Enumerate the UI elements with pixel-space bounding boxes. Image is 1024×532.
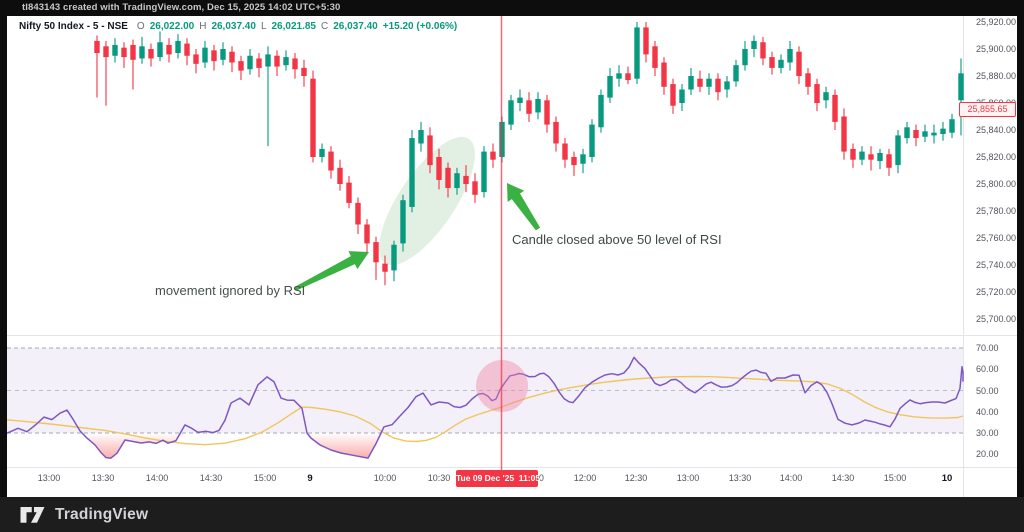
time-tick: 14:30 [831, 473, 855, 483]
price-tick: 25,900.00 [976, 44, 1017, 54]
time-tick: 14:00 [779, 473, 803, 483]
rsi-tick: 60.00 [976, 364, 999, 375]
close-value: 26,037.40 [333, 21, 378, 32]
symbol-legend: Nifty 50 Index - 5 - NSE O 26,022.00 H 2… [19, 21, 457, 32]
low-value: 26,021.85 [271, 21, 317, 32]
high-label: H [199, 21, 207, 32]
rsi-line [7, 356, 964, 459]
open-value: 26,022.00 [149, 21, 195, 32]
price-tick: 25,740.00 [976, 260, 1017, 270]
time-tick: 14:30 [199, 473, 223, 483]
price-tick: 25,840.00 [976, 125, 1017, 135]
close-label: C [321, 21, 329, 32]
rsi-tick: 50.00 [976, 385, 999, 396]
last-price-label: 25,855.65 [959, 102, 1016, 117]
low-label: L [260, 21, 267, 32]
time-tick: 13:00 [37, 473, 61, 483]
tradingview-logo-icon[interactable] [19, 504, 46, 525]
price-tick: 25,720.00 [976, 287, 1017, 297]
change-value: +15.20 (+0.06%) [382, 21, 458, 32]
price-tick: 25,820.00 [976, 152, 1017, 162]
price-tick: 25,920.00 [976, 17, 1017, 27]
price-tick: 25,780.00 [976, 206, 1017, 216]
price-tick: 25,800.00 [976, 179, 1017, 189]
rally-highlight-ellipse[interactable] [362, 123, 492, 279]
rsi-tick: 70.00 [976, 343, 999, 353]
time-tick: 10 [941, 473, 953, 484]
chart-panel: Nifty 50 Index - 5 - NSE O 26,022.00 H 2… [7, 16, 1017, 497]
annotation-candle-closed: Candle closed above 50 level of RSI [512, 232, 722, 247]
time-tick: 13:30 [91, 473, 115, 483]
symbol-title: Nifty 50 Index - 5 - NSE [19, 21, 128, 32]
rsi-oversold-fill [7, 433, 963, 459]
time-tick: 15:00 [253, 473, 277, 483]
footer-bar: TradingView [0, 497, 1024, 532]
time-tick: 15:00 [883, 473, 907, 483]
time-tick: 13:00 [676, 473, 700, 483]
brand-name: TradingView [55, 505, 149, 523]
price-tick: 25,880.00 [976, 71, 1017, 81]
price-axis[interactable]: 25,920.0025,900.0025,880.0025,860.0025,8… [963, 16, 1017, 497]
time-tick: 13:30 [728, 473, 752, 483]
arrow-up-right-icon[interactable] [294, 251, 369, 291]
time-tick: 12:00 [573, 473, 597, 483]
time-tick: 10:30 [427, 473, 451, 483]
price-tick: 25,700.00 [976, 314, 1017, 324]
high-value: 26,037.40 [211, 21, 256, 32]
rsi-tick: 30.00 [976, 428, 999, 438]
open-label: O [136, 21, 145, 32]
annotation-movement-ignored: movement ignored by RSI [155, 283, 306, 298]
crosshair-time-label: Tue 09 Dec '25 11:05 [456, 470, 540, 487]
attribution-text: tl843143 created with TradingView.com, D… [22, 2, 341, 13]
arrow-up-left-icon[interactable] [507, 183, 541, 231]
price-tick: 25,760.00 [976, 233, 1017, 243]
time-tick: 12:30 [624, 473, 648, 483]
time-tick: 10:00 [373, 473, 397, 483]
time-tick: 14:00 [145, 473, 169, 483]
rsi-tick: 40.00 [976, 406, 999, 417]
rsi-tick: 20.00 [976, 449, 999, 460]
chart-canvas[interactable] [7, 16, 1017, 497]
attribution-bar: tl843143 created with TradingView.com, D… [0, 0, 1024, 16]
time-tick: 9 [307, 473, 313, 484]
rsi-ma-line [7, 375, 964, 446]
